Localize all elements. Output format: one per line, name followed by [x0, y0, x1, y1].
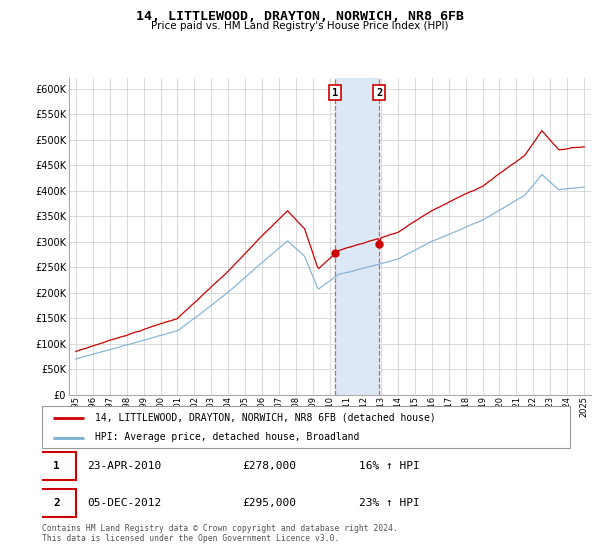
FancyBboxPatch shape — [37, 488, 76, 516]
Text: Price paid vs. HM Land Registry's House Price Index (HPI): Price paid vs. HM Land Registry's House … — [151, 21, 449, 31]
Text: 1: 1 — [53, 461, 60, 471]
Text: 14, LITTLEWOOD, DRAYTON, NORWICH, NR8 6FB: 14, LITTLEWOOD, DRAYTON, NORWICH, NR8 6F… — [136, 10, 464, 23]
FancyBboxPatch shape — [42, 406, 570, 448]
Text: Contains HM Land Registry data © Crown copyright and database right 2024.
This d: Contains HM Land Registry data © Crown c… — [42, 524, 398, 543]
FancyBboxPatch shape — [37, 452, 76, 480]
Text: 2: 2 — [53, 498, 60, 507]
Text: 16% ↑ HPI: 16% ↑ HPI — [359, 461, 419, 471]
Text: £295,000: £295,000 — [242, 498, 296, 507]
Text: 23% ↑ HPI: 23% ↑ HPI — [359, 498, 419, 507]
Text: 1: 1 — [332, 88, 338, 98]
Text: 14, LITTLEWOOD, DRAYTON, NORWICH, NR8 6FB (detached house): 14, LITTLEWOOD, DRAYTON, NORWICH, NR8 6F… — [95, 413, 436, 423]
Text: HPI: Average price, detached house, Broadland: HPI: Average price, detached house, Broa… — [95, 432, 359, 442]
Text: £278,000: £278,000 — [242, 461, 296, 471]
Text: 2: 2 — [376, 88, 382, 98]
Bar — [335, 78, 379, 395]
Text: 23-APR-2010: 23-APR-2010 — [87, 461, 161, 471]
Text: 05-DEC-2012: 05-DEC-2012 — [87, 498, 161, 507]
